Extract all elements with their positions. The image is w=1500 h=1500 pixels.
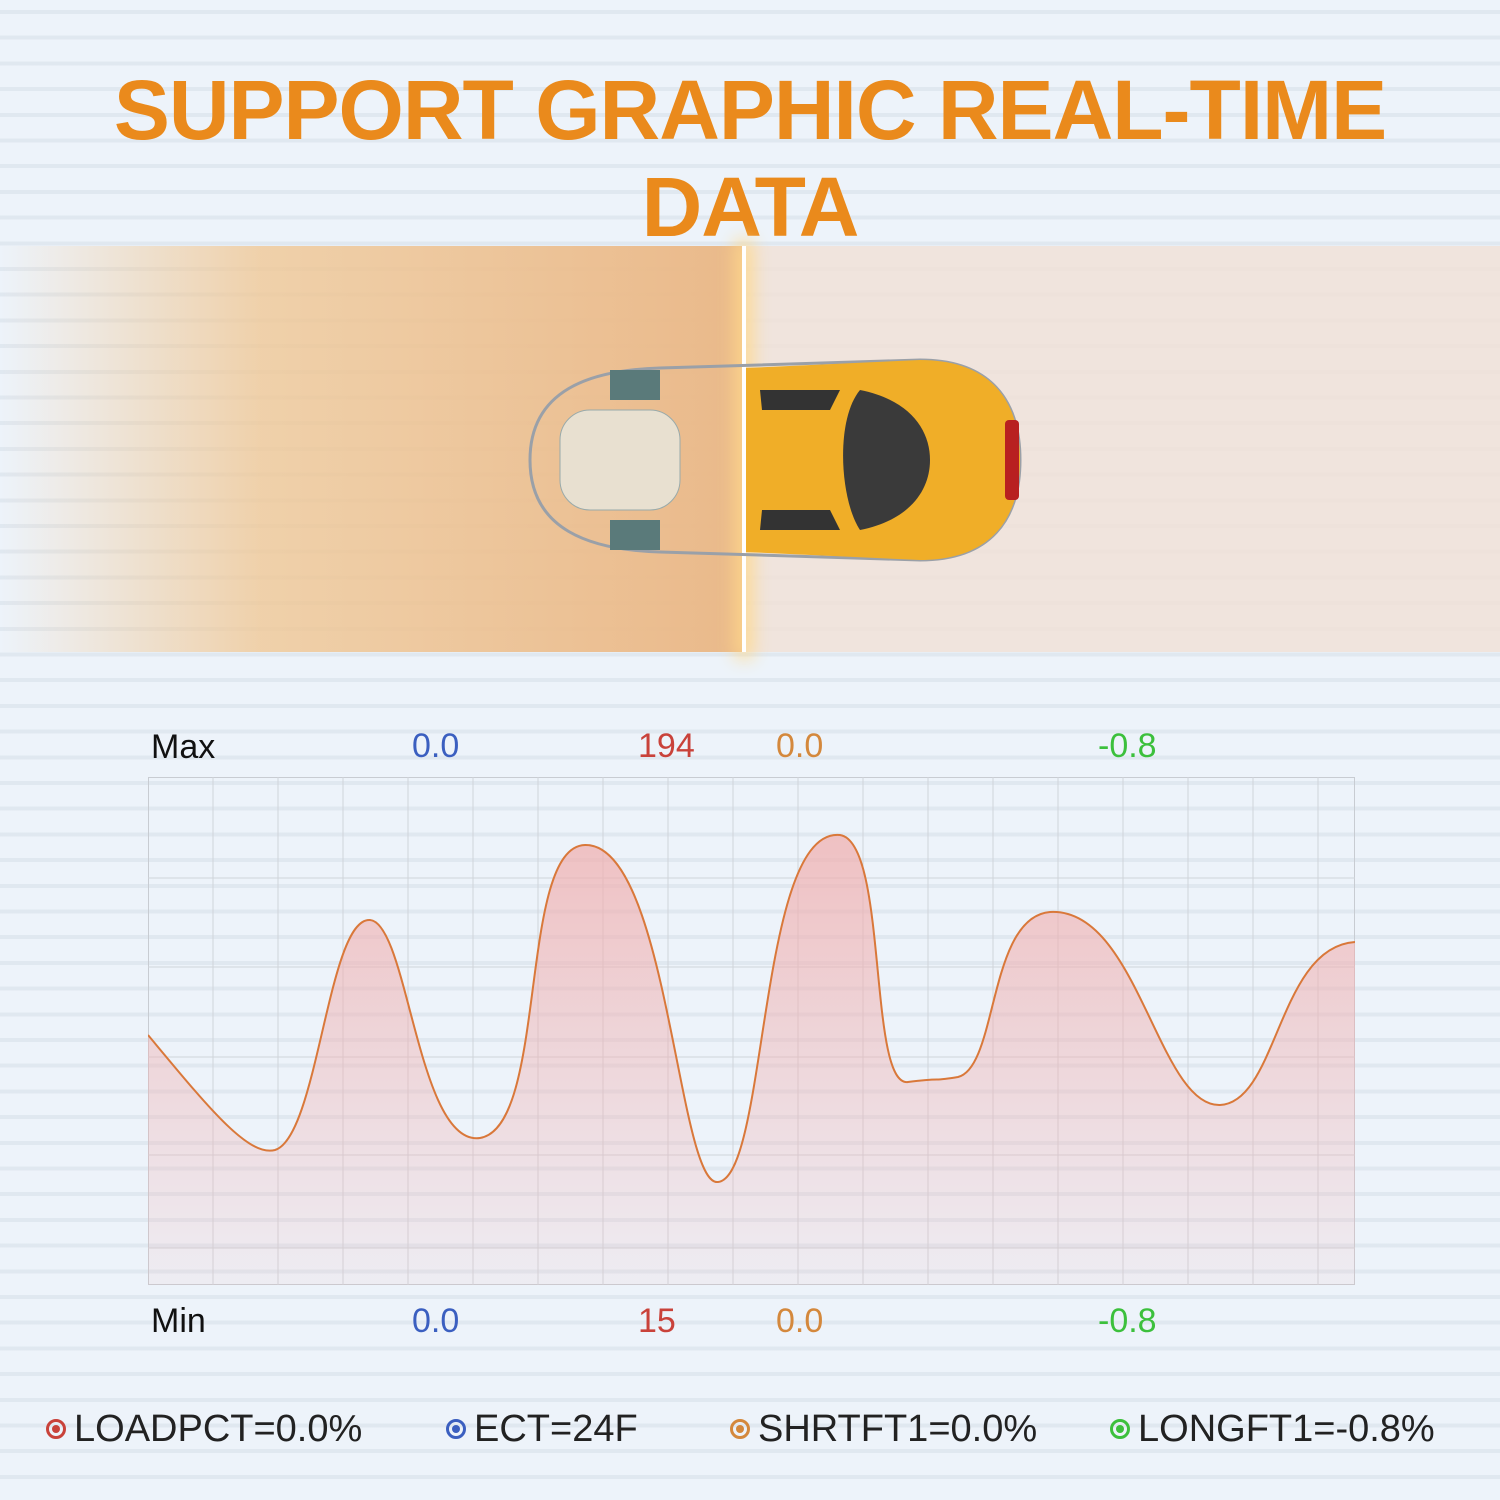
max-value-ect: 0.0 <box>412 727 460 765</box>
page-title: SUPPORT GRAPHIC REAL-TIME DATA <box>113 63 1387 254</box>
min-value-longft1: -0.8 <box>1098 1302 1157 1340</box>
legend-item-shrtft1: SHRTFT1=0.0% <box>730 1405 1037 1453</box>
min-label: Min <box>151 1302 206 1340</box>
legend-item-longft1: LONGFT1=-0.8% <box>1110 1405 1435 1453</box>
min-value-shrtft1: 0.0 <box>776 1302 824 1340</box>
min-value-ect: 0.0 <box>412 1302 460 1340</box>
max-label: Max <box>151 728 216 766</box>
loadpct-dot-icon <box>46 1419 66 1439</box>
longft1-dot-icon <box>1110 1419 1130 1439</box>
max-value-longft1: -0.8 <box>1098 727 1157 765</box>
ect-dot-icon <box>446 1419 466 1439</box>
legend-item-ect: ECT=24F <box>446 1405 638 1453</box>
min-value-loadpct: 15 <box>638 1302 676 1340</box>
shrtft1-dot-icon <box>730 1419 750 1439</box>
legend-item-loadpct: LOADPCT=0.0% <box>46 1405 362 1453</box>
car-illustration <box>528 358 1022 562</box>
graph-area <box>148 834 1355 1285</box>
live-data-graph <box>148 777 1355 1285</box>
scan-divider <box>742 246 746 652</box>
max-value-shrtft1: 0.0 <box>776 727 824 765</box>
graph-line <box>148 833 1355 1184</box>
max-value-loadpct: 194 <box>638 727 695 765</box>
